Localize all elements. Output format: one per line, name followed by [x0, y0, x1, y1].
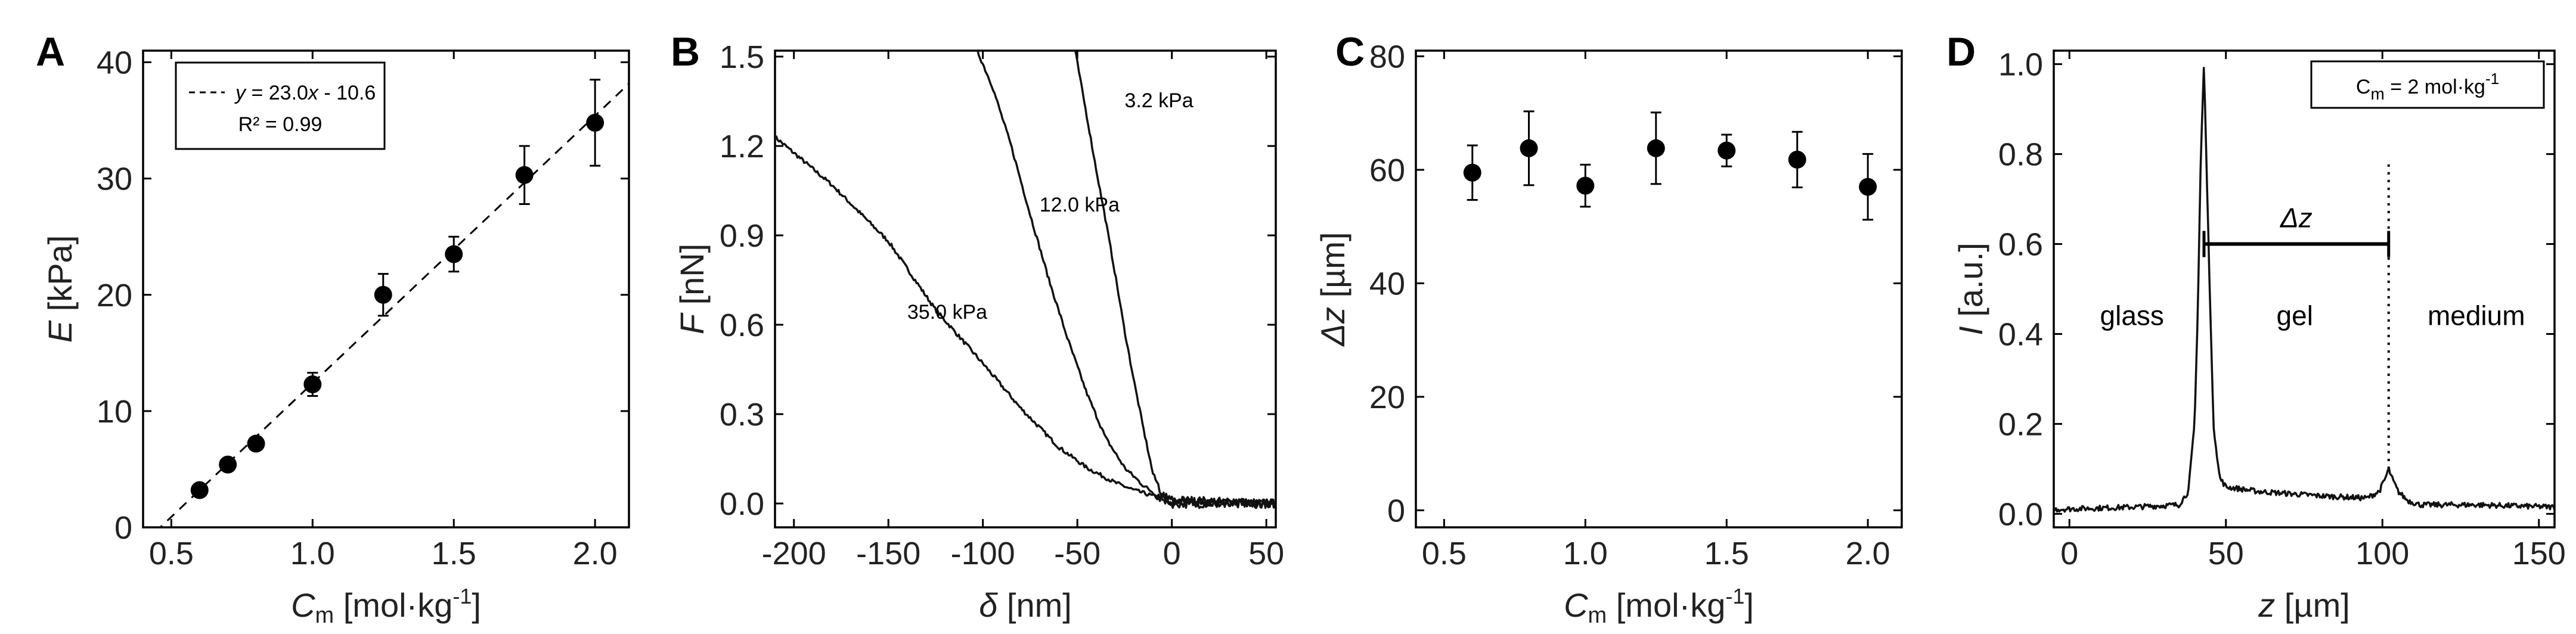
x-tick-label: 1.0: [1563, 536, 1608, 571]
data-point: [1647, 139, 1665, 157]
y-axis-label: E [kPa]: [41, 235, 79, 343]
panel-letter: C: [1335, 29, 1365, 74]
x-tick-label: -150: [856, 536, 920, 571]
y-tick-label: 0.6: [1998, 227, 2043, 263]
y-tick-label: 0.8: [1998, 137, 2043, 173]
y-tick-label: 20: [97, 278, 132, 313]
data-point: [1788, 150, 1806, 169]
curve-35kpa: [1074, 51, 1276, 509]
region-label-glass: glass: [2100, 300, 2164, 331]
x-tick-label: 1.5: [432, 536, 476, 571]
panel-d: D 0 50 100 150 0.0 0.2 0.4 0.6 0.8 1.0 z [µm] I [a.u…: [1946, 29, 2566, 624]
legend-box: [2310, 60, 2545, 109]
curve-3.2kpa: [775, 135, 1276, 509]
x-tick-label: 2.0: [573, 536, 618, 571]
x-tick-label: -200: [762, 536, 826, 571]
data-point: [247, 434, 265, 453]
delta-z-label: Δz: [2280, 203, 2312, 234]
data-point: [445, 245, 463, 263]
data-point: [1520, 139, 1538, 157]
data-point: [1718, 141, 1736, 160]
legend-r2: R² = 0.99: [238, 113, 323, 136]
y-tick-label: 1.5: [720, 39, 764, 75]
data-point: [303, 375, 322, 393]
panel-letter: A: [36, 29, 65, 74]
curve-12kpa: [977, 51, 1276, 509]
y-axis-label: I [a.u.]: [1952, 243, 1989, 335]
y-tick-label: 0.9: [720, 218, 764, 254]
plot-area: [775, 51, 1276, 509]
curve-label: 35.0 kPa: [907, 301, 987, 324]
x-tick-label: 2.0: [1846, 536, 1890, 571]
x-tick-label: 0.5: [1422, 536, 1467, 571]
y-tick-label: 1.2: [720, 129, 764, 164]
axes-frame: [774, 49, 1277, 529]
region-label-medium: medium: [2428, 300, 2525, 331]
x-axis-label: Cm [mol·kg-1]: [1564, 584, 1754, 628]
x-tick-label: 1.5: [1704, 536, 1749, 571]
data-point: [515, 166, 534, 184]
y-tick-label: 0.0: [1998, 496, 2043, 532]
data-point: [190, 481, 209, 499]
y-tick-label: 60: [1369, 153, 1405, 188]
axes-frame: [2053, 49, 2556, 529]
data-point: [1576, 176, 1595, 195]
x-tick-label: 0: [1163, 536, 1181, 571]
y-tick-label: 10: [97, 394, 132, 430]
data-point: [374, 285, 392, 304]
y-tick-label: 0.3: [720, 397, 764, 433]
y-tick-label: 0.0: [720, 486, 764, 522]
panel-a: A 0.5 1.0 1.5 2.0 0 10 20 30 40 Cm [mol·kg-1] E [kP…: [36, 29, 630, 628]
x-axis-label: z [µm]: [2258, 586, 2350, 624]
x-axis-label: Cm [mol·kg-1]: [291, 584, 481, 628]
y-axis-label: Δz [µm]: [1314, 232, 1351, 347]
y-tick-label: 30: [97, 161, 132, 197]
legend-concentration: Cm = 2 mol·kg-1: [2356, 70, 2499, 103]
y-axis-label: F [nN]: [673, 244, 711, 334]
region-label-gel: gel: [2277, 300, 2313, 331]
x-tick-label: 150: [2512, 536, 2566, 571]
y-tick-label: 0: [114, 510, 132, 546]
y-tick-label: 80: [1369, 39, 1405, 75]
curve-label: 12.0 kPa: [1040, 194, 1120, 216]
x-tick-label: 0: [2060, 536, 2078, 571]
x-tick-label: -100: [951, 536, 1015, 571]
x-tick-label: 100: [2355, 536, 2409, 571]
curve-label: 3.2 kPa: [1124, 89, 1193, 112]
axes-frame: [1415, 49, 1903, 529]
data-point: [219, 455, 237, 474]
legend-equation: y = 23.0x - 10.6: [234, 82, 376, 104]
panel-letter: D: [1946, 29, 1976, 74]
panel-letter: B: [671, 29, 700, 74]
x-tick-label: 50: [1248, 536, 1284, 571]
fit-line: [159, 83, 629, 527]
intensity-profile: [2054, 67, 2555, 513]
plot-area: [2054, 67, 2555, 513]
panel-c: C 0.5 1.0 1.5 2.0 0 20 40 60 80 Cm [mol·kg-1] Δz [µ…: [1314, 29, 1903, 628]
x-axis-label: δ [nm]: [979, 586, 1072, 624]
data-point: [586, 113, 605, 132]
y-tick-label: 40: [97, 45, 132, 81]
x-tick-label: 1.0: [290, 536, 335, 571]
y-tick-label: 0: [1387, 493, 1405, 529]
y-tick-label: 20: [1369, 380, 1405, 415]
panel-b: B -200 -150 -100 -50 0 50 0.0 0.3 0.6 0.9 1.2 1.5 δ […: [671, 29, 1284, 624]
y-tick-label: 0.2: [1998, 406, 2043, 442]
x-tick-label: -50: [1054, 536, 1101, 571]
x-tick-label: 50: [2208, 536, 2244, 571]
y-tick-label: 0.6: [720, 307, 764, 343]
plot-area: [1463, 110, 1877, 221]
y-tick-label: 40: [1369, 266, 1405, 302]
x-tick-label: 0.5: [149, 536, 194, 571]
axes-frame: [142, 49, 630, 529]
legend-box: [175, 61, 386, 150]
y-tick-label: 1.0: [1998, 47, 2043, 83]
y-tick-label: 0.4: [1998, 316, 2043, 352]
plot-area: [159, 79, 629, 527]
data-point: [1859, 178, 1877, 196]
data-point: [1463, 163, 1481, 182]
